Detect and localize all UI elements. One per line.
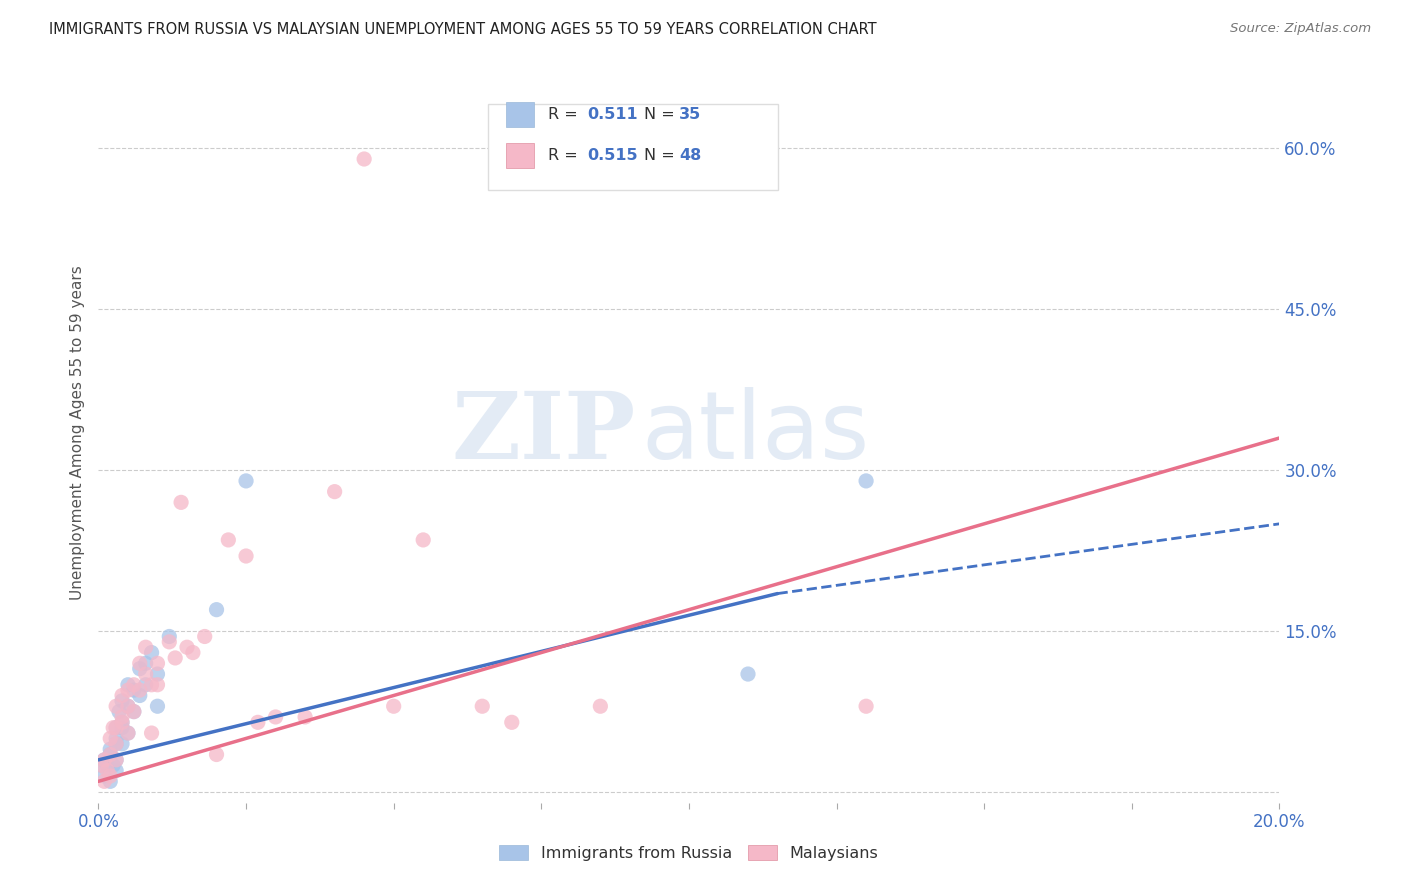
Point bbox=[170, 495, 193, 509]
Text: 48: 48 bbox=[679, 148, 702, 162]
Point bbox=[122, 678, 145, 692]
Text: Source: ZipAtlas.com: Source: ZipAtlas.com bbox=[1230, 22, 1371, 36]
Point bbox=[128, 657, 150, 671]
Point bbox=[157, 635, 180, 649]
Point bbox=[117, 678, 139, 692]
Point bbox=[135, 678, 157, 692]
Legend: Immigrants from Russia, Malaysians: Immigrants from Russia, Malaysians bbox=[492, 838, 886, 869]
Point bbox=[194, 630, 217, 644]
Point bbox=[176, 640, 198, 655]
Text: R =: R = bbox=[548, 148, 583, 162]
Point bbox=[111, 689, 134, 703]
Point bbox=[105, 699, 128, 714]
Point bbox=[103, 721, 125, 735]
Point bbox=[105, 721, 128, 735]
Point bbox=[117, 683, 139, 698]
Point bbox=[382, 699, 405, 714]
Point bbox=[589, 699, 612, 714]
Point bbox=[128, 662, 150, 676]
Point bbox=[128, 689, 150, 703]
Point bbox=[217, 533, 239, 547]
Point bbox=[105, 731, 128, 746]
Point bbox=[105, 721, 128, 735]
Point bbox=[111, 715, 134, 730]
Text: N =: N = bbox=[644, 107, 681, 121]
Point bbox=[105, 753, 128, 767]
Point bbox=[855, 474, 877, 488]
Point bbox=[98, 774, 121, 789]
Point bbox=[323, 484, 346, 499]
Point bbox=[135, 640, 157, 655]
Point bbox=[105, 764, 128, 778]
Text: 35: 35 bbox=[679, 107, 702, 121]
Point bbox=[737, 667, 759, 681]
Point bbox=[122, 683, 145, 698]
Point bbox=[93, 769, 115, 783]
Point bbox=[105, 753, 128, 767]
Point bbox=[205, 602, 228, 616]
Point bbox=[165, 651, 187, 665]
Point bbox=[235, 474, 257, 488]
Point bbox=[93, 753, 115, 767]
Point bbox=[111, 710, 134, 724]
Point bbox=[105, 737, 128, 751]
Point bbox=[90, 758, 112, 772]
Point bbox=[98, 731, 121, 746]
Point bbox=[146, 699, 169, 714]
Point bbox=[146, 657, 169, 671]
Point bbox=[181, 646, 204, 660]
Point bbox=[128, 683, 150, 698]
Y-axis label: Unemployment Among Ages 55 to 59 years: Unemployment Among Ages 55 to 59 years bbox=[69, 265, 84, 600]
Point bbox=[90, 758, 112, 772]
Point bbox=[141, 678, 163, 692]
Point bbox=[246, 715, 269, 730]
Point bbox=[96, 764, 118, 778]
Point bbox=[111, 715, 134, 730]
Point bbox=[501, 715, 523, 730]
Point bbox=[98, 747, 121, 762]
Point bbox=[111, 694, 134, 708]
Point bbox=[117, 699, 139, 714]
Text: R =: R = bbox=[548, 107, 583, 121]
Point bbox=[111, 721, 134, 735]
Point bbox=[353, 152, 375, 166]
Point bbox=[98, 742, 121, 756]
Point bbox=[96, 758, 118, 772]
Point bbox=[93, 774, 115, 789]
Point bbox=[98, 747, 121, 762]
Point bbox=[122, 705, 145, 719]
Point bbox=[235, 549, 257, 563]
Point bbox=[117, 699, 139, 714]
Point bbox=[122, 705, 145, 719]
Point bbox=[146, 678, 169, 692]
Point bbox=[111, 737, 134, 751]
Point bbox=[264, 710, 287, 724]
Point bbox=[117, 726, 139, 740]
Point bbox=[141, 726, 163, 740]
Point bbox=[105, 737, 128, 751]
Point bbox=[103, 758, 125, 772]
Text: IMMIGRANTS FROM RUSSIA VS MALAYSIAN UNEMPLOYMENT AMONG AGES 55 TO 59 YEARS CORRE: IMMIGRANTS FROM RUSSIA VS MALAYSIAN UNEM… bbox=[49, 22, 877, 37]
Point bbox=[146, 667, 169, 681]
Point bbox=[471, 699, 494, 714]
Point bbox=[135, 667, 157, 681]
Text: 0.515: 0.515 bbox=[588, 148, 638, 162]
Point bbox=[855, 699, 877, 714]
Point bbox=[108, 705, 131, 719]
Text: atlas: atlas bbox=[641, 386, 870, 479]
Text: N =: N = bbox=[644, 148, 681, 162]
Point bbox=[157, 630, 180, 644]
Point bbox=[117, 726, 139, 740]
Point bbox=[93, 753, 115, 767]
Point bbox=[412, 533, 434, 547]
Point bbox=[205, 747, 228, 762]
Point bbox=[294, 710, 316, 724]
Text: 0.511: 0.511 bbox=[588, 107, 638, 121]
Point bbox=[98, 769, 121, 783]
Text: ZIP: ZIP bbox=[451, 388, 636, 477]
Point bbox=[135, 657, 157, 671]
Point bbox=[141, 646, 163, 660]
